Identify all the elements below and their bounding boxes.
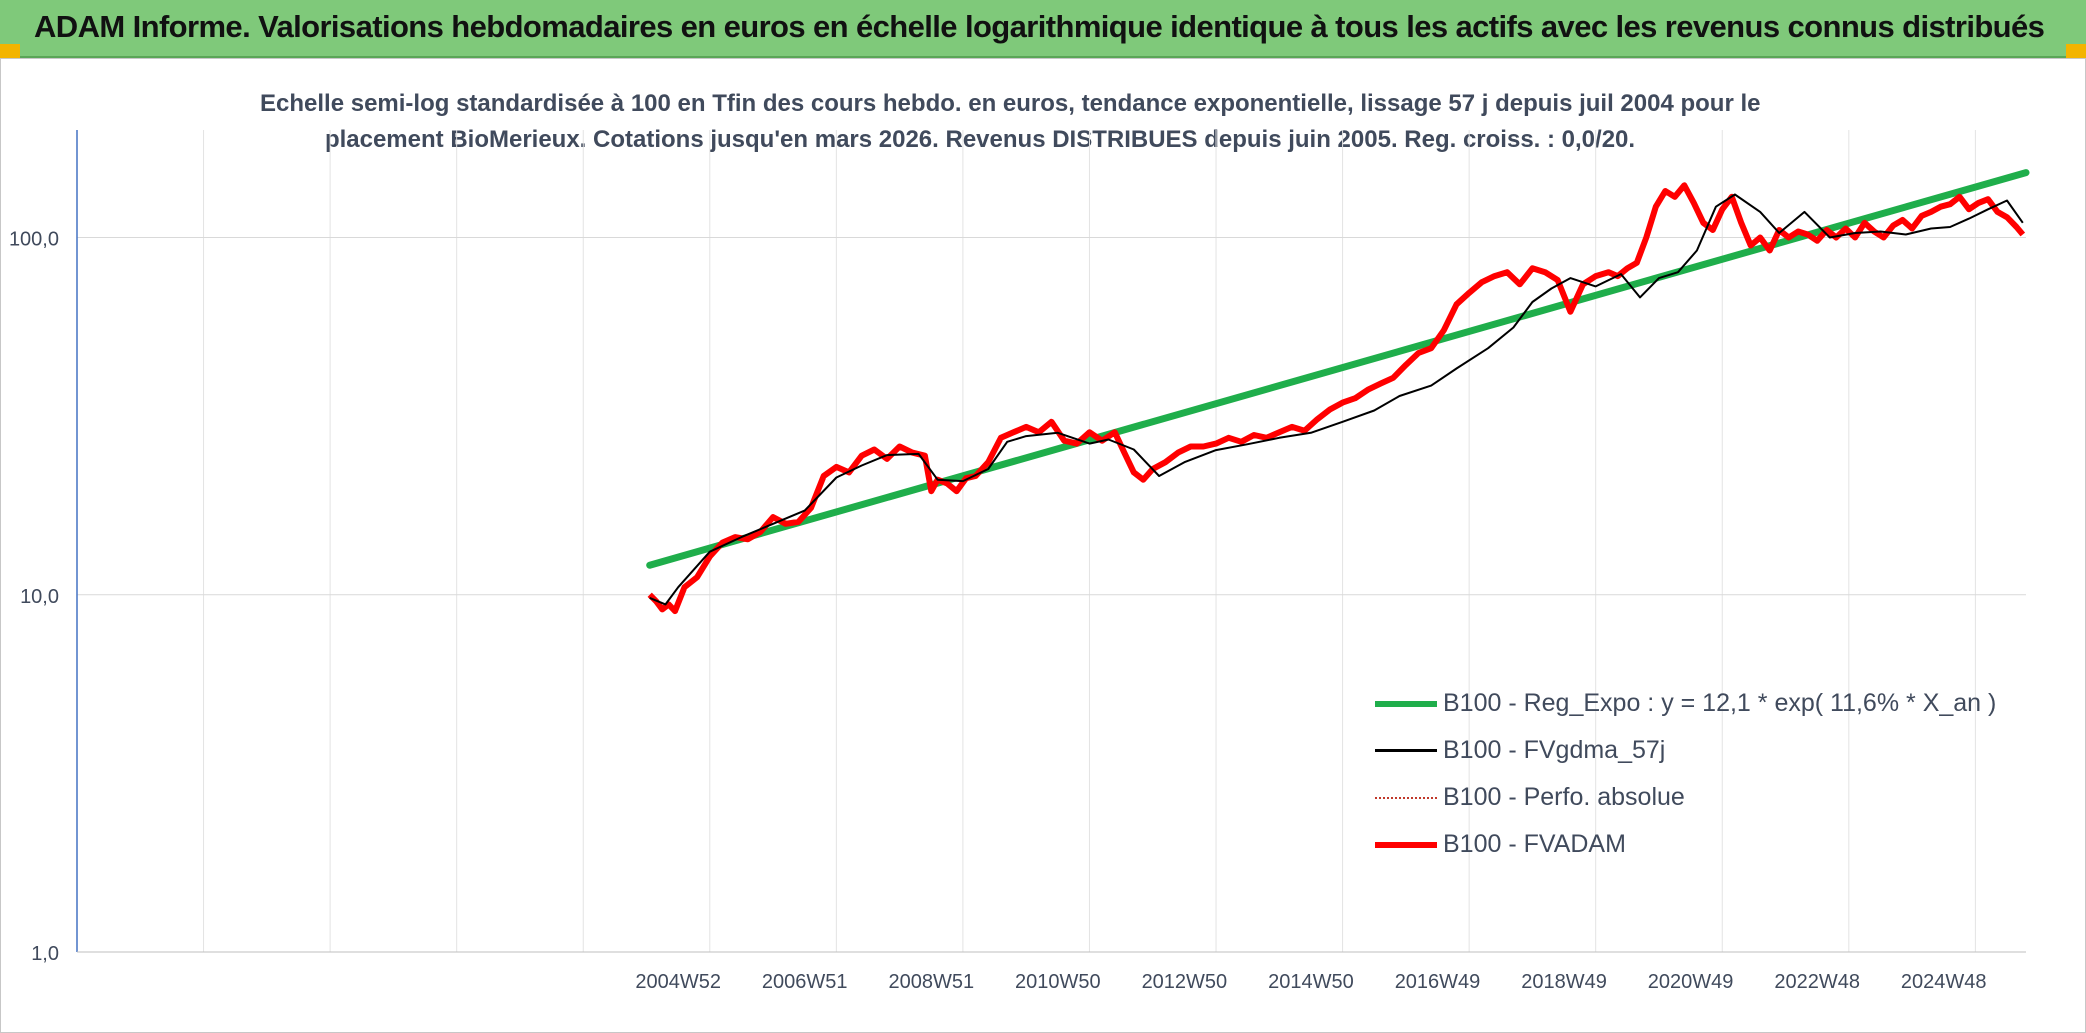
x-tick-label: 2022W48	[1774, 971, 1860, 993]
y-tick-label: 10,0	[20, 586, 59, 608]
report-title: ADAM Informe. Valorisations hebdomadaire…	[34, 9, 2045, 44]
legend-swatch-dotted	[1375, 796, 1437, 799]
legend-swatch-green	[1375, 700, 1437, 707]
legend-label: B100 - FVgdma_57j	[1443, 736, 1666, 764]
series-line-fvadam	[647, 182, 2026, 615]
legend-item-perfo: B100 - Perfo. absolue	[1375, 774, 1996, 821]
x-tick-label: 2024W48	[1901, 971, 1987, 993]
header-banner: ADAM Informe. Valorisations hebdomadaire…	[0, 0, 2086, 58]
x-tick-label: 2018W49	[1521, 971, 1607, 993]
legend-item-fvadam: B100 - FVADAM	[1375, 821, 1996, 868]
x-tick-label: 2006W51	[762, 971, 848, 993]
y-tick-label: 1,0	[31, 943, 59, 965]
legend-label: B100 - Reg_Expo : y = 12,1 * exp( 11,6% …	[1443, 689, 1997, 717]
series-line-reg-expo	[646, 169, 2030, 569]
x-tick-label: 2014W50	[1268, 971, 1354, 993]
corner-marker-top-left	[0, 44, 20, 58]
series-line-fvgdma	[649, 193, 2024, 606]
x-tick-label: 2008W51	[888, 971, 974, 993]
subtitle-line-2: placement BioMerieux. Cotations jusqu'en…	[324, 126, 1636, 153]
chart-subtitle: Echelle semi-log standardisée à 100 en T…	[260, 86, 1761, 158]
y-tick-label: 100,0	[9, 229, 59, 251]
legend-item-fvgdma: B100 - FVgdma_57j	[1375, 727, 1996, 774]
x-tick-label: 2016W49	[1395, 971, 1481, 993]
subtitle-line-1: Echelle semi-log standardisée à 100 en T…	[260, 90, 1761, 117]
legend-label: B100 - Perfo. absolue	[1443, 783, 1685, 811]
legend-swatch-black	[1375, 749, 1437, 752]
legend-swatch-red	[1375, 841, 1437, 848]
x-tick-label: 2020W49	[1648, 971, 1734, 993]
legend-item-reg-expo: B100 - Reg_Expo : y = 12,1 * exp( 11,6% …	[1375, 680, 1996, 727]
legend-label: B100 - FVADAM	[1443, 830, 1626, 858]
x-tick-label: 2004W52	[635, 971, 721, 993]
x-tick-label: 2012W50	[1142, 971, 1228, 993]
x-tick-label: 2010W50	[1015, 971, 1101, 993]
corner-marker-top-right	[2066, 44, 2086, 58]
chart-legend: B100 - Reg_Expo : y = 12,1 * exp( 11,6% …	[1375, 680, 1996, 868]
